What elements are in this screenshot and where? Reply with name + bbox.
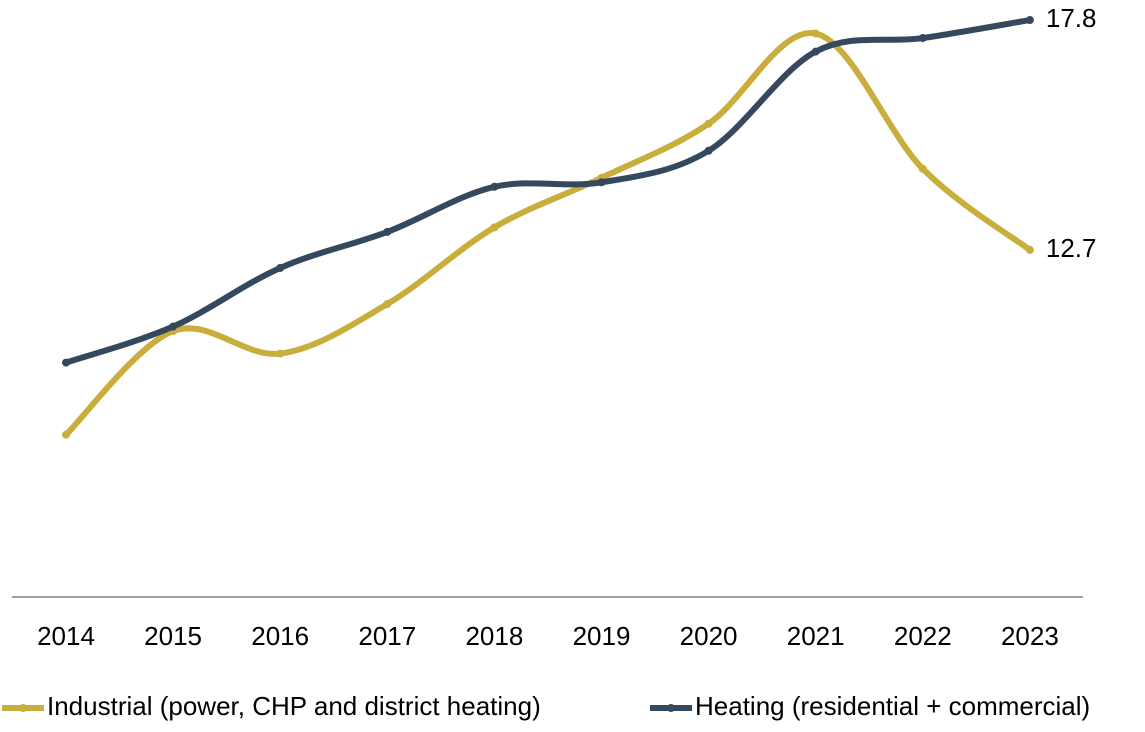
point [1025, 16, 1034, 25]
point [383, 300, 392, 309]
series-line [63, 17, 1033, 366]
x-tick-label: 2018 [465, 621, 523, 651]
point [383, 227, 392, 236]
x-tick-label: 2020 [680, 621, 738, 651]
legend-label: Industrial (power, CHP and district heat… [47, 691, 541, 721]
x-tick-label: 2015 [144, 621, 202, 651]
x-tick-label: 2016 [251, 621, 309, 651]
x-tick-label: 2021 [787, 621, 845, 651]
point [1025, 245, 1034, 254]
point [62, 358, 70, 367]
x-tick-label: 2017 [358, 621, 416, 651]
point [276, 349, 285, 358]
point [62, 430, 70, 439]
legend-label: Heating (residential + commercial) [695, 691, 1090, 721]
x-tick-label: 2023 [1001, 621, 1059, 651]
end-label: 12.7 [1046, 233, 1097, 263]
point [918, 34, 927, 43]
point [704, 146, 713, 155]
legend-marker [19, 704, 27, 712]
x-tick-label: 2022 [894, 621, 952, 651]
point [490, 182, 499, 191]
end-label: 17.8 [1046, 3, 1097, 33]
x-tick-label: 2014 [37, 621, 95, 651]
point [276, 263, 285, 272]
point [490, 223, 499, 232]
point [811, 29, 820, 38]
point [811, 47, 820, 56]
x-tick-label: 2019 [573, 621, 631, 651]
point [704, 119, 713, 128]
series-line [63, 30, 1033, 438]
point [918, 164, 927, 173]
legend-marker [667, 704, 675, 712]
point [169, 322, 178, 331]
point [597, 178, 606, 187]
